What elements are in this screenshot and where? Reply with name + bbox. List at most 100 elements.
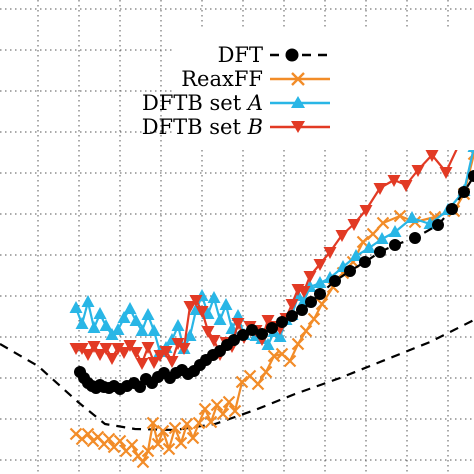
- data-point: [291, 337, 305, 351]
- data-point: [425, 150, 439, 162]
- data-point: [189, 295, 203, 307]
- data-point: [259, 365, 273, 379]
- data-point: [305, 296, 317, 308]
- data-point: [183, 301, 197, 313]
- data-point: [347, 219, 361, 231]
- data-point: [283, 354, 297, 368]
- data-point: [207, 335, 221, 347]
- data-point: [113, 434, 127, 448]
- data-point: [198, 402, 212, 416]
- data-point: [276, 316, 288, 328]
- legend-entry-dftb-set-a: DFTB set A: [142, 91, 330, 115]
- data-point: [117, 347, 131, 359]
- data-point: [389, 239, 401, 251]
- series-line-reference: [0, 319, 474, 432]
- data-point: [123, 302, 137, 314]
- data-point: [136, 455, 150, 469]
- legend-label-dftb-set-b: DFTB set B: [142, 115, 263, 139]
- data-point: [99, 319, 113, 331]
- data-point: [102, 432, 116, 446]
- data-point: [81, 427, 95, 441]
- legend-marker-dft: [285, 48, 299, 62]
- legend-entry-reaxff: ReaxFF: [181, 67, 330, 91]
- data-point: [141, 342, 155, 354]
- data-point: [213, 313, 227, 325]
- data-point: [335, 230, 349, 242]
- data-point: [362, 241, 376, 253]
- legend-label-dft: DFT: [218, 43, 263, 67]
- data-point: [251, 377, 265, 391]
- data-point: [99, 343, 113, 355]
- data-point: [387, 175, 401, 187]
- data-point: [141, 444, 155, 458]
- data-point: [399, 180, 413, 192]
- data-point: [286, 310, 298, 322]
- data-point: [373, 183, 387, 195]
- data-point: [349, 249, 363, 261]
- data-point: [87, 341, 101, 353]
- data-point: [174, 436, 188, 450]
- data-point: [393, 209, 407, 223]
- legend: DFT ReaxFF DFTB set A DFTB set B: [142, 30, 474, 150]
- data-point: [135, 358, 149, 370]
- data-point: [266, 322, 278, 334]
- legend-label-dftb-set-a: DFTB set A: [142, 91, 263, 115]
- legend-marker-dftb-set-b: [291, 121, 305, 133]
- data-point: [183, 329, 197, 341]
- data-point: [129, 347, 143, 359]
- data-point: [323, 247, 337, 259]
- data-point: [219, 298, 233, 310]
- data-point: [165, 356, 179, 368]
- data-point: [296, 304, 308, 316]
- series-reaxff: [69, 147, 474, 469]
- data-point: [171, 319, 185, 331]
- data-point: [147, 324, 161, 336]
- data-point: [153, 350, 167, 362]
- data-point: [162, 442, 176, 456]
- data-point: [261, 338, 275, 350]
- data-point: [156, 424, 170, 438]
- data-point: [314, 288, 326, 300]
- data-point: [359, 205, 373, 217]
- data-point: [237, 329, 249, 341]
- data-point: [177, 343, 191, 355]
- data-point: [231, 318, 245, 330]
- data-point: [344, 265, 356, 277]
- data-point: [299, 324, 313, 338]
- data-point: [409, 232, 421, 244]
- series-dft: [74, 170, 474, 395]
- data-point: [180, 417, 194, 431]
- data-point: [69, 301, 83, 313]
- data-point: [93, 307, 107, 319]
- data-point: [81, 295, 95, 307]
- data-point: [315, 297, 329, 311]
- legend-box: [174, 30, 474, 150]
- data-point: [210, 398, 224, 412]
- legend-marker-dftb-set-a: [291, 96, 305, 108]
- data-point: [246, 324, 258, 336]
- data-point: [366, 227, 380, 241]
- data-point: [411, 165, 425, 177]
- data-point: [359, 256, 371, 268]
- data-point: [285, 299, 299, 311]
- data-point: [468, 170, 474, 182]
- data-point: [111, 323, 125, 335]
- data-point: [388, 225, 402, 237]
- legend-marker-reaxff: [291, 72, 305, 86]
- data-point: [439, 167, 453, 179]
- data-point: [171, 338, 185, 350]
- data-point: [374, 246, 386, 258]
- data-point: [93, 349, 107, 361]
- data-point: [201, 307, 215, 319]
- data-point: [297, 286, 311, 298]
- data-point: [204, 415, 218, 429]
- data-point: [228, 404, 242, 418]
- data-point: [151, 437, 165, 451]
- data-point: [235, 375, 249, 389]
- data-point: [147, 357, 161, 369]
- data-point: [141, 308, 155, 320]
- series-reference: [0, 319, 474, 432]
- data-point: [313, 276, 327, 288]
